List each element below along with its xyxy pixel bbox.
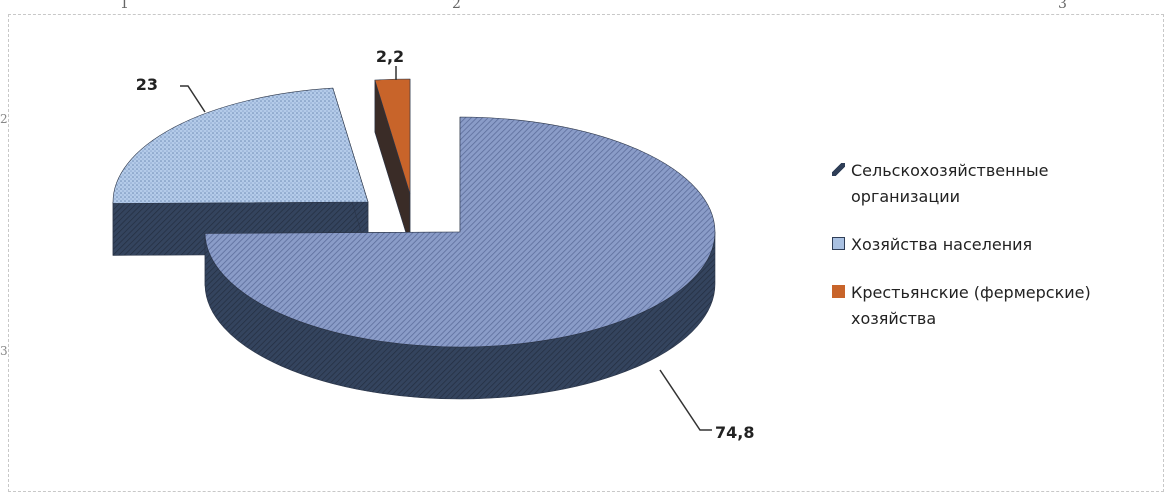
data-label-slice-farms: 2,2 — [376, 47, 404, 66]
slice-farms — [374, 78, 411, 247]
legend-swatch-households — [832, 237, 845, 250]
cropped-text-top-mid: 2 — [452, 0, 461, 12]
slice-households-top — [112, 87, 369, 204]
data-label-slice-agri-organizations: 74,8 — [715, 423, 754, 442]
legend-label-agri-organizations: Сельскохозяйственные организации — [851, 161, 1049, 206]
chart-legend: Сельскохозяйственные организации Хозяйст… — [832, 158, 1162, 354]
legend-swatch-farms — [832, 285, 845, 298]
legend-label-households: Хозяйства населения — [851, 235, 1033, 254]
legend-swatch-agri-organizations — [832, 163, 845, 176]
slice-agri-organizations — [204, 116, 716, 400]
slice-farms-top — [374, 78, 411, 195]
slice-households — [112, 87, 369, 256]
legend-item-households: Хозяйства населения — [832, 232, 1162, 258]
legend-item-agri-organizations: Сельскохозяйственные организации — [832, 158, 1162, 210]
leader-line-slice-agri-organizations — [659, 369, 712, 431]
leader-line-slice-households — [180, 85, 206, 113]
slice-agri-organizations-top — [204, 116, 716, 348]
cropped-text-side-bottom: 3. — [0, 344, 12, 358]
cropped-text-side-top: 2. — [0, 112, 12, 126]
data-label-slice-households: 23 — [136, 75, 158, 94]
cropped-text-top-right: 3 — [1058, 0, 1067, 12]
legend-label-farms: Крестьянские (фермерские) хозяйства — [851, 283, 1091, 328]
cropped-text-top-left: 1 — [120, 0, 129, 12]
legend-item-farms: Крестьянские (фермерские) хозяйства — [832, 280, 1162, 332]
